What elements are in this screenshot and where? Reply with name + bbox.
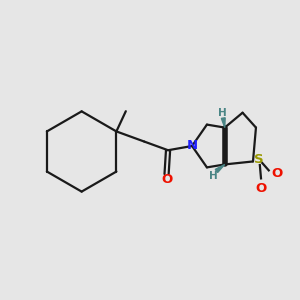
Text: H: H (209, 171, 218, 181)
Polygon shape (215, 164, 225, 172)
Text: N: N (187, 140, 198, 152)
Text: O: O (161, 173, 172, 187)
Text: O: O (255, 182, 267, 195)
Text: S: S (254, 154, 263, 166)
Polygon shape (221, 118, 225, 128)
Text: O: O (271, 167, 282, 180)
Text: H: H (218, 108, 227, 118)
